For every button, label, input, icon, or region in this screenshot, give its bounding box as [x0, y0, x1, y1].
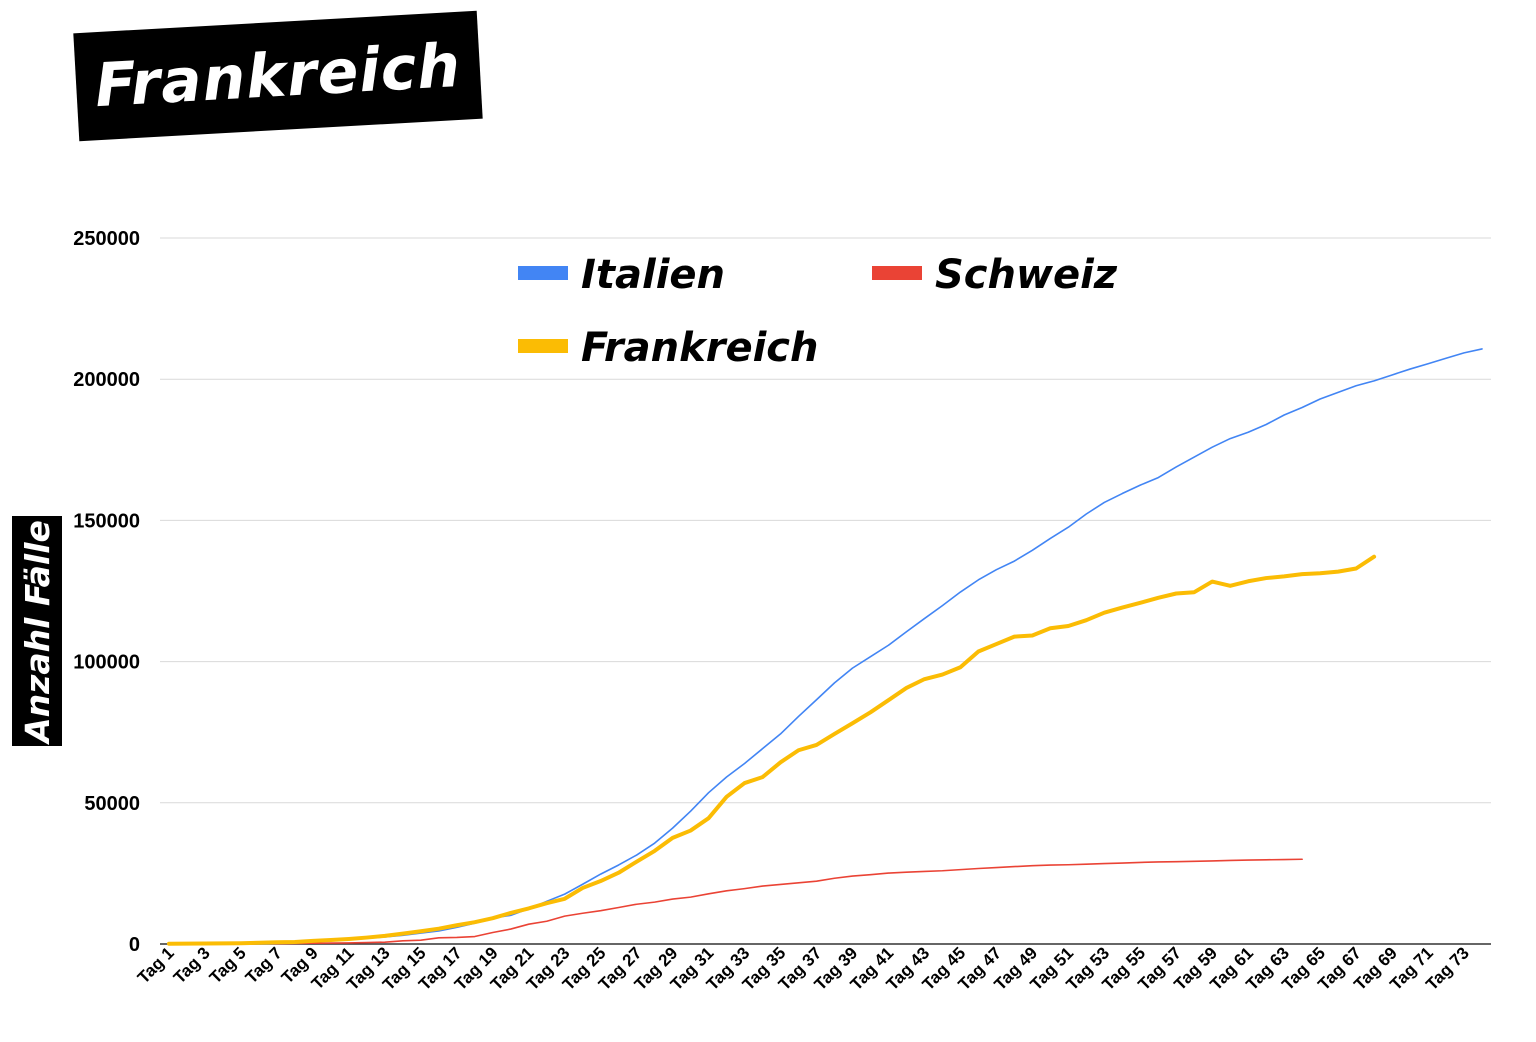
- y-tick-label: 250000: [73, 228, 140, 250]
- series-line-italien: [168, 348, 1483, 945]
- x-tick-label: Tag 5: [206, 943, 250, 987]
- y-axis-label-box: Anzahl Fälle: [12, 516, 62, 746]
- legend-label-italien: Italien: [581, 252, 725, 298]
- legend-label-frankreich: Frankreich: [581, 325, 818, 371]
- y-tick-label: 100000: [73, 652, 140, 674]
- y-tick-label: 0: [129, 934, 140, 956]
- legend-swatch-schweiz: [872, 266, 922, 280]
- gridlines: [160, 237, 1491, 945]
- legend-swatch-italien: [518, 266, 568, 280]
- y-axis-ticks: 0 50000 100000 150000 200000 250000: [73, 228, 140, 956]
- series-line-schweiz: [168, 858, 1303, 945]
- x-tick-label: Tag 1: [134, 943, 178, 987]
- y-tick-label: 200000: [73, 369, 140, 391]
- x-tick-label: Tag 7: [242, 943, 286, 987]
- y-tick-label: 50000: [84, 793, 140, 815]
- legend-swatch-frankreich: [518, 339, 568, 353]
- series-line-frankreich: [166, 554, 1377, 946]
- x-tick-label: Tag 3: [170, 943, 214, 987]
- y-tick-label: 150000: [73, 510, 140, 532]
- legend-label-schweiz: Schweiz: [935, 252, 1118, 298]
- legend: Italien Frankreich Schweiz: [518, 252, 1118, 371]
- series-lines: [166, 348, 1483, 946]
